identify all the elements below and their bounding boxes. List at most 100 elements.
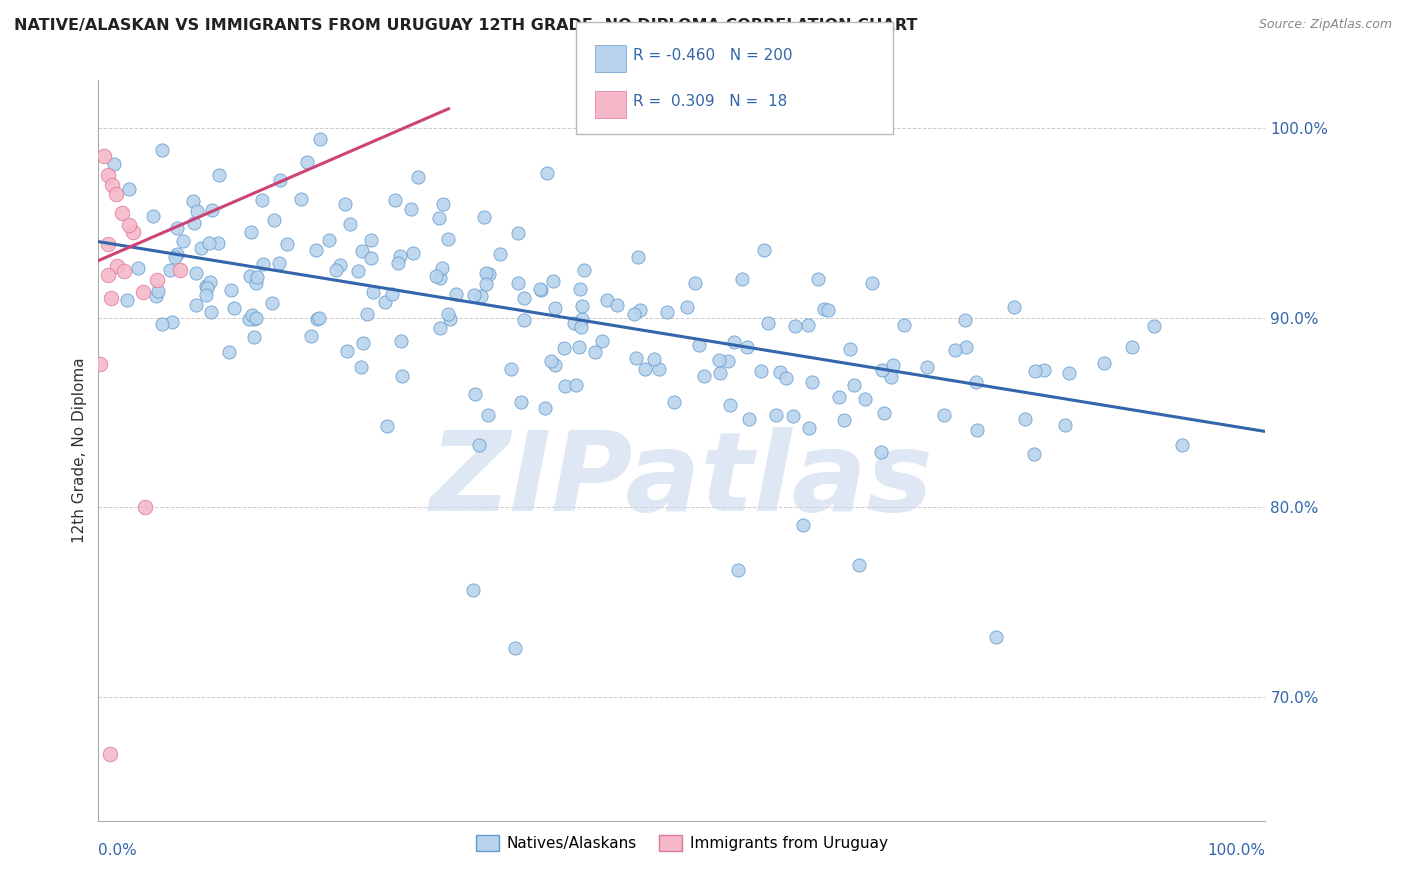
- Point: [437, 307, 460, 321]
- Point: [245, 310, 267, 325]
- Point: [464, 386, 486, 401]
- Point: [166, 220, 188, 235]
- Point: [389, 334, 412, 348]
- Point: [260, 295, 283, 310]
- Point: [360, 233, 382, 247]
- Point: [240, 225, 263, 239]
- Point: [503, 641, 526, 656]
- Point: [269, 255, 291, 269]
- Point: [361, 285, 384, 299]
- Point: [101, 178, 124, 192]
- Point: [966, 423, 988, 437]
- Point: [568, 340, 591, 354]
- Point: [583, 344, 606, 359]
- Point: [105, 259, 128, 273]
- Point: [817, 302, 839, 317]
- Point: [880, 370, 903, 384]
- Point: [429, 271, 451, 285]
- Point: [183, 216, 205, 230]
- Point: [470, 288, 492, 302]
- Point: [222, 301, 245, 315]
- Point: [953, 313, 976, 327]
- Point: [186, 204, 208, 219]
- Point: [240, 308, 263, 322]
- Point: [955, 340, 977, 354]
- Point: [792, 517, 814, 532]
- Point: [112, 263, 135, 277]
- Point: [655, 305, 678, 319]
- Point: [474, 277, 496, 291]
- Point: [208, 169, 231, 183]
- Point: [305, 243, 328, 257]
- Point: [150, 317, 173, 331]
- Point: [127, 261, 149, 276]
- Point: [381, 287, 404, 301]
- Point: [290, 192, 312, 206]
- Point: [399, 202, 422, 216]
- Point: [425, 268, 447, 283]
- Point: [402, 246, 425, 260]
- Point: [1014, 412, 1036, 426]
- Point: [882, 358, 904, 372]
- Point: [756, 316, 779, 330]
- Point: [184, 298, 207, 312]
- Point: [219, 284, 242, 298]
- Point: [544, 359, 567, 373]
- Point: [634, 362, 657, 376]
- Point: [554, 379, 576, 393]
- Point: [195, 281, 218, 295]
- Point: [463, 288, 485, 302]
- Point: [869, 445, 891, 459]
- Point: [239, 268, 262, 283]
- Point: [1053, 417, 1076, 432]
- Point: [336, 344, 359, 359]
- Point: [299, 329, 322, 343]
- Point: [475, 266, 498, 280]
- Point: [238, 312, 260, 326]
- Point: [246, 270, 269, 285]
- Point: [172, 234, 194, 248]
- Point: [432, 197, 454, 211]
- Point: [1024, 364, 1046, 378]
- Point: [169, 263, 191, 277]
- Point: [688, 338, 710, 352]
- Point: [683, 277, 706, 291]
- Point: [848, 558, 870, 572]
- Point: [388, 249, 411, 263]
- Point: [190, 241, 212, 255]
- Point: [1121, 340, 1143, 354]
- Text: 100.0%: 100.0%: [1208, 844, 1265, 858]
- Point: [727, 562, 749, 576]
- Point: [200, 275, 222, 289]
- Point: [965, 375, 987, 389]
- Text: 0.0%: 0.0%: [98, 844, 138, 858]
- Point: [717, 353, 740, 368]
- Point: [813, 301, 835, 316]
- Point: [308, 310, 330, 325]
- Point: [391, 368, 413, 383]
- Point: [195, 279, 218, 293]
- Point: [873, 406, 896, 420]
- Point: [468, 438, 491, 452]
- Point: [360, 251, 382, 265]
- Point: [643, 351, 665, 366]
- Point: [568, 282, 591, 296]
- Point: [506, 276, 529, 290]
- Point: [132, 285, 155, 300]
- Point: [870, 362, 893, 376]
- Point: [842, 377, 865, 392]
- Point: [553, 341, 575, 355]
- Point: [89, 358, 111, 372]
- Point: [530, 284, 553, 298]
- Point: [540, 354, 562, 368]
- Point: [98, 747, 121, 762]
- Point: [860, 276, 883, 290]
- Point: [100, 291, 122, 305]
- Point: [477, 408, 499, 422]
- Point: [430, 261, 453, 276]
- Point: [269, 173, 291, 187]
- Point: [375, 419, 398, 434]
- Point: [250, 193, 273, 207]
- Point: [606, 298, 628, 312]
- Point: [738, 412, 761, 426]
